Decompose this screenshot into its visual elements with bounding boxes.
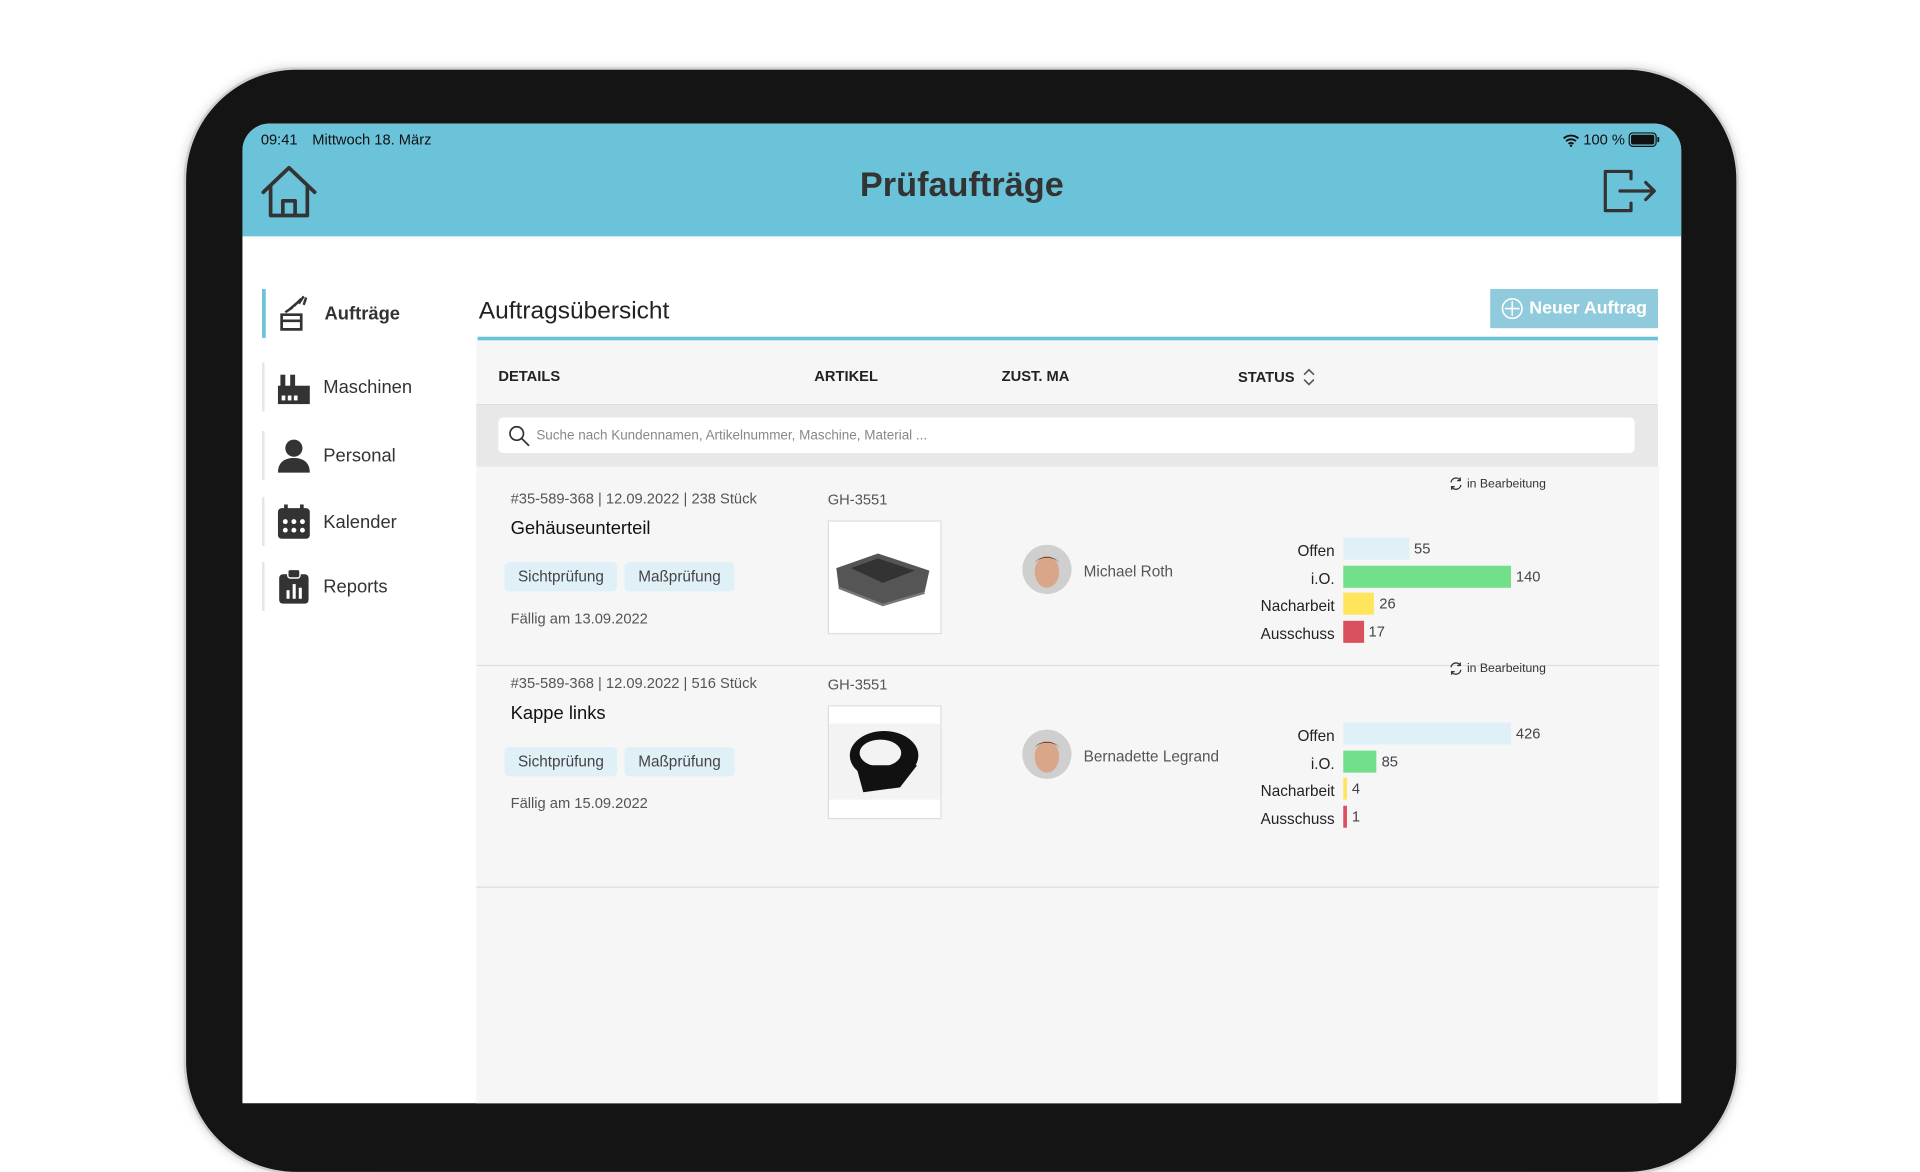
table-row[interactable]: #35-589-368 | 12.09.2022 | 238 Stück Geh… bbox=[476, 466, 1660, 667]
column-zust-ma[interactable]: ZUST. MA bbox=[1001, 367, 1070, 385]
sidebar-item-maschinen[interactable]: Maschinen bbox=[262, 362, 460, 412]
due-date: Fällig am 15.09.2022 bbox=[510, 794, 648, 812]
plus-circle-icon bbox=[1501, 297, 1523, 320]
stat-value: 55 bbox=[1414, 540, 1431, 558]
new-order-label: Neuer Auftrag bbox=[1529, 298, 1648, 319]
sidebar-item-personal[interactable]: Personal bbox=[262, 431, 460, 481]
stat-bar bbox=[1343, 722, 1512, 745]
stat-value: 426 bbox=[1515, 724, 1541, 743]
column-status-label: STATUS bbox=[1237, 368, 1295, 386]
stat-value: 26 bbox=[1379, 595, 1396, 613]
table-row[interactable]: #35-589-368 | 12.09.2022 | 516 Stück Kap… bbox=[476, 662, 1660, 888]
tag-sichtpruefung: Sichtprüfung bbox=[504, 562, 618, 592]
stat-bar bbox=[1343, 537, 1410, 560]
app-header: 09:41 Mittwoch 18. März 100 % Prüfaufträ… bbox=[242, 123, 1682, 237]
battery-icon bbox=[1628, 132, 1660, 147]
search-placeholder: Suche nach Kundennamen, Artikelnummer, M… bbox=[536, 427, 928, 443]
stat-label: Ausschuss bbox=[1260, 810, 1335, 828]
stat-bar bbox=[1343, 777, 1347, 800]
search-strip: Suche nach Kundennamen, Artikelnummer, M… bbox=[476, 405, 1658, 467]
employee-name: Bernadette Legrand bbox=[1083, 748, 1219, 766]
sidebar-item-label: Personal bbox=[323, 445, 396, 466]
reports-icon bbox=[279, 568, 309, 604]
order-name[interactable]: Kappe links bbox=[510, 702, 606, 724]
column-details[interactable]: DETAILS bbox=[498, 367, 561, 385]
stat-value: 4 bbox=[1351, 780, 1361, 798]
sidebar-item-label: Reports bbox=[323, 576, 388, 597]
column-status[interactable]: STATUS bbox=[1238, 367, 1317, 387]
tag-sichtpruefung: Sichtprüfung bbox=[504, 746, 618, 777]
logout-icon[interactable] bbox=[1602, 169, 1658, 213]
stat-bar bbox=[1343, 620, 1364, 643]
stat-value: 85 bbox=[1381, 752, 1398, 770]
stat-bar bbox=[1343, 565, 1512, 588]
article-image bbox=[836, 553, 930, 607]
screen: 09:41 Mittwoch 18. März 100 % Prüfaufträ… bbox=[242, 123, 1682, 1104]
calendar-icon bbox=[277, 504, 310, 539]
stat-label: Nacharbeit bbox=[1260, 782, 1335, 800]
stat-label: Nacharbeit bbox=[1260, 597, 1335, 615]
table-header: DETAILS ARTIKEL ZUST. MA STATUS bbox=[476, 340, 1658, 406]
section-divider bbox=[477, 336, 1658, 341]
factory-icon bbox=[277, 374, 310, 405]
section-title: Auftragsübersicht bbox=[478, 297, 670, 325]
tag-masspruefung: Maßprüfung bbox=[624, 746, 735, 777]
orders-table: DETAILS ARTIKEL ZUST. MA STATUS Suche na… bbox=[476, 340, 1660, 1104]
tag-list: Sichtprüfung Maßprüfung bbox=[504, 562, 741, 592]
stat-label: Offen bbox=[1297, 542, 1335, 560]
wifi-icon bbox=[1563, 133, 1580, 147]
stat-bar bbox=[1343, 592, 1375, 615]
status-time: 09:41 bbox=[260, 131, 298, 149]
search-input[interactable]: Suche nach Kundennamen, Artikelnummer, M… bbox=[498, 417, 1635, 454]
status-badge: in Bearbeitung bbox=[1449, 661, 1546, 676]
page-title: Prüfaufträge bbox=[859, 165, 1064, 204]
stat-value: 17 bbox=[1368, 622, 1385, 640]
article-image bbox=[828, 723, 941, 800]
status-badge: in Bearbeitung bbox=[1449, 476, 1546, 491]
order-meta: #35-589-368 | 12.09.2022 | 238 Stück bbox=[510, 489, 757, 507]
refresh-icon bbox=[1450, 477, 1462, 490]
stat-label: Offen bbox=[1297, 727, 1335, 745]
article-thumbnail[interactable] bbox=[827, 705, 942, 820]
sidebar-item-label: Maschinen bbox=[323, 376, 413, 398]
status-date: Mittwoch 18. März bbox=[312, 131, 432, 149]
article-number: GH-3551 bbox=[827, 491, 888, 509]
order-name[interactable]: Gehäuseunterteil bbox=[510, 517, 651, 539]
sidebar-item-reports[interactable]: Reports bbox=[262, 562, 460, 612]
tag-masspruefung: Maßprüfung bbox=[624, 562, 735, 592]
search-icon bbox=[509, 425, 530, 446]
status-text: in Bearbeitung bbox=[1466, 661, 1546, 676]
person-icon bbox=[277, 439, 310, 473]
new-order-button[interactable]: Neuer Auftrag bbox=[1490, 288, 1658, 329]
stat-label: i.O. bbox=[1310, 754, 1335, 773]
stat-value: 140 bbox=[1515, 567, 1541, 585]
avatar bbox=[1022, 544, 1072, 594]
tag-list: Sichtprüfung Maßprüfung bbox=[504, 746, 741, 777]
sidebar-item-kalender[interactable]: Kalender bbox=[262, 497, 460, 547]
column-artikel[interactable]: ARTIKEL bbox=[814, 367, 878, 385]
due-date: Fällig am 13.09.2022 bbox=[510, 609, 648, 627]
stat-value: 1 bbox=[1351, 807, 1361, 825]
order-meta: #35-589-368 | 12.09.2022 | 516 Stück bbox=[510, 674, 757, 692]
sort-icon[interactable] bbox=[1302, 367, 1317, 387]
orders-icon bbox=[280, 295, 308, 331]
stat-bar bbox=[1343, 750, 1377, 773]
article-thumbnail[interactable] bbox=[827, 520, 942, 635]
status-right: 100 % bbox=[1562, 131, 1660, 148]
stat-label: i.O. bbox=[1310, 570, 1335, 588]
home-icon[interactable] bbox=[261, 165, 317, 219]
avatar bbox=[1022, 729, 1072, 779]
sidebar-item-label: Aufträge bbox=[324, 303, 401, 324]
battery-percent: 100 % bbox=[1583, 131, 1625, 149]
sidebar-item-label: Kalender bbox=[323, 511, 397, 533]
sidebar-item-auftraege[interactable]: Aufträge bbox=[262, 288, 462, 338]
stat-label: Ausschuss bbox=[1260, 625, 1335, 643]
status-text: in Bearbeitung bbox=[1466, 476, 1546, 491]
stat-bar bbox=[1343, 805, 1347, 828]
article-number: GH-3551 bbox=[827, 675, 888, 694]
employee-name: Michael Roth bbox=[1083, 563, 1174, 581]
refresh-icon bbox=[1450, 662, 1462, 675]
